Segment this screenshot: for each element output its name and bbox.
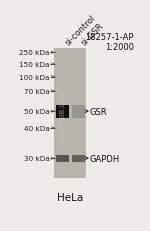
Bar [72, 105, 85, 118]
Text: 40 kDa: 40 kDa [24, 125, 50, 131]
Bar [72, 155, 85, 162]
Text: si-control: si-control [63, 13, 98, 47]
Text: HeLa: HeLa [57, 192, 83, 202]
Text: 100 kDa: 100 kDa [19, 74, 50, 80]
Text: 50 kDa: 50 kDa [24, 109, 50, 115]
Bar [54, 49, 86, 178]
Text: 18257-1-AP: 18257-1-AP [85, 33, 134, 42]
Text: si-GSR: si-GSR [80, 21, 106, 47]
Text: www.PTGlB.COM: www.PTGlB.COM [60, 89, 66, 144]
Text: 1:2000: 1:2000 [105, 43, 134, 52]
Text: GAPDH: GAPDH [90, 154, 120, 163]
Text: 70 kDa: 70 kDa [24, 88, 50, 94]
Text: 30 kDa: 30 kDa [24, 155, 50, 161]
Text: 250 kDa: 250 kDa [19, 50, 50, 56]
Text: GSR: GSR [90, 107, 107, 116]
Text: 150 kDa: 150 kDa [19, 61, 50, 67]
Bar [56, 105, 69, 118]
Bar [56, 155, 69, 162]
